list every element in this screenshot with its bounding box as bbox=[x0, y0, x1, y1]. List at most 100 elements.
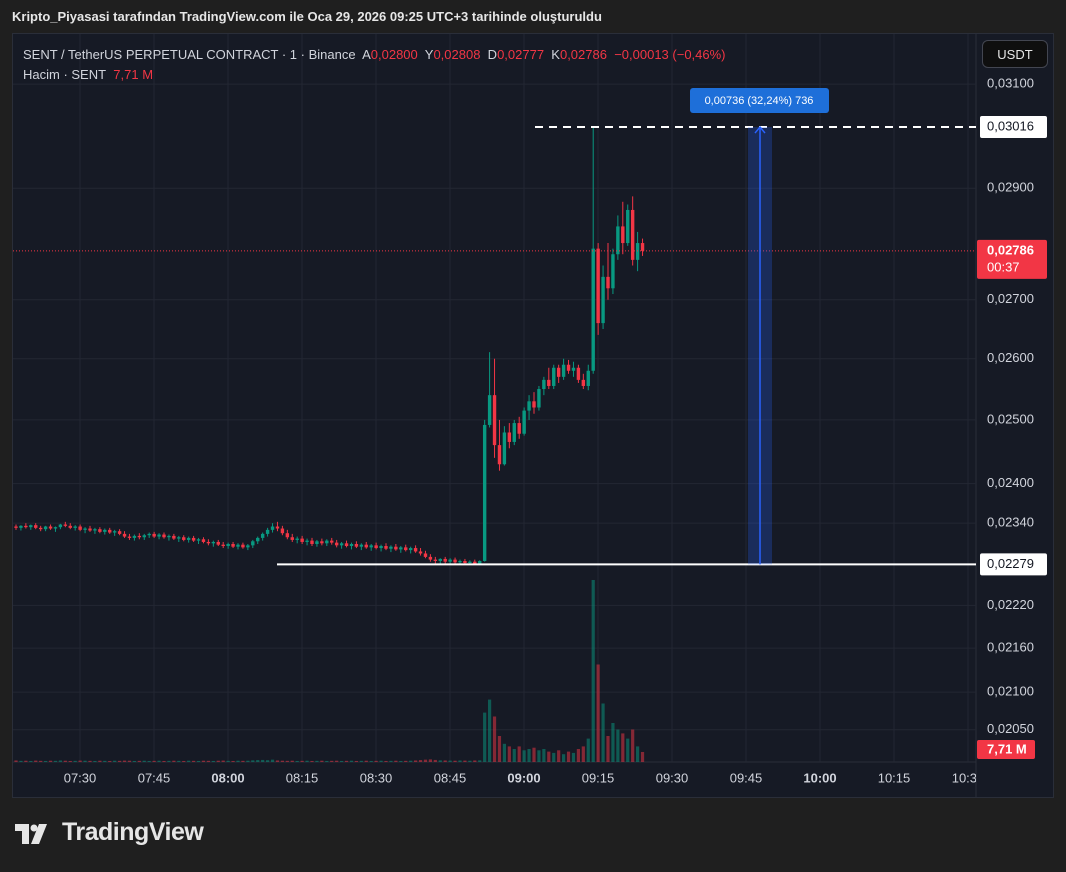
candle-body bbox=[374, 545, 378, 549]
candle-body bbox=[384, 546, 388, 549]
volume-bar bbox=[48, 760, 53, 762]
volume-bar bbox=[497, 736, 502, 762]
volume-bar bbox=[621, 733, 625, 762]
candle-body bbox=[108, 529, 112, 533]
volume-bar bbox=[29, 760, 33, 762]
candle-body bbox=[211, 541, 216, 544]
candle-body bbox=[206, 541, 211, 544]
volume-value: 7,71 M bbox=[113, 67, 154, 82]
candle-body bbox=[621, 226, 625, 244]
volume-bar bbox=[379, 760, 383, 762]
volume-bar bbox=[83, 760, 87, 762]
volume-bar bbox=[512, 749, 516, 762]
y-tick-label: 0,02600 bbox=[987, 350, 1034, 365]
candle-body bbox=[606, 276, 610, 289]
candle-body bbox=[547, 379, 551, 386]
volume-bar bbox=[581, 746, 585, 762]
candle-body bbox=[443, 558, 447, 562]
candle-body bbox=[556, 367, 561, 377]
candle-body bbox=[571, 367, 576, 371]
ohlc-key: A bbox=[362, 47, 371, 62]
candle-body bbox=[43, 526, 48, 530]
x-tick-label: 08:00 bbox=[211, 770, 244, 785]
brand-name: TradingView bbox=[62, 818, 204, 846]
volume-bar bbox=[458, 760, 462, 762]
candle-body bbox=[512, 423, 516, 442]
candle-body bbox=[216, 541, 220, 545]
volume-bar bbox=[275, 760, 280, 762]
countdown-label: 00:37 bbox=[987, 259, 1020, 274]
candle-body bbox=[177, 537, 181, 539]
volume-bar bbox=[626, 738, 630, 762]
candle-body bbox=[29, 525, 33, 528]
candle-body bbox=[502, 432, 507, 465]
candle-body bbox=[576, 367, 581, 380]
candle-body bbox=[616, 226, 620, 255]
volume-bar bbox=[438, 760, 442, 762]
volume-bar bbox=[157, 760, 161, 762]
price-badge-label: 0,03016 bbox=[987, 118, 1034, 133]
volume-bar bbox=[295, 760, 299, 762]
volume-bar bbox=[231, 760, 235, 762]
candle-body bbox=[552, 367, 556, 386]
volume-bar bbox=[320, 760, 324, 762]
candle-body bbox=[334, 542, 339, 546]
volume-bar bbox=[305, 760, 309, 762]
candle-body bbox=[172, 535, 176, 539]
candle-body bbox=[487, 395, 492, 425]
volume-bar bbox=[340, 760, 344, 762]
volume-bar bbox=[211, 760, 215, 762]
x-tick-label: 07:45 bbox=[138, 770, 171, 785]
candle-body bbox=[122, 533, 127, 537]
volume-bar bbox=[142, 760, 146, 762]
candle-body bbox=[354, 543, 359, 547]
volume-bar bbox=[44, 760, 48, 762]
legend: SENT / TetherUS PERPETUAL CONTRACT · 1 ·… bbox=[23, 45, 726, 85]
volume-bar bbox=[359, 760, 363, 762]
candle-body bbox=[463, 560, 467, 564]
candle-body bbox=[561, 364, 566, 377]
volume-bar bbox=[53, 760, 58, 762]
price-badge bbox=[980, 116, 1047, 139]
volume-bar bbox=[596, 664, 600, 762]
volume-bar bbox=[591, 580, 595, 762]
volume-bar bbox=[433, 759, 437, 762]
candle-body bbox=[404, 547, 408, 551]
volume-bar bbox=[542, 749, 546, 762]
ohlc-key: K bbox=[551, 47, 560, 62]
volume-bar bbox=[527, 749, 531, 762]
candle-body bbox=[428, 556, 433, 560]
volume-bar bbox=[261, 759, 265, 762]
candle-body bbox=[152, 533, 156, 537]
candle-body bbox=[19, 525, 23, 528]
candle-body bbox=[581, 379, 586, 386]
candle-body bbox=[527, 401, 531, 411]
candle-body bbox=[305, 540, 309, 542]
volume-bar bbox=[251, 760, 255, 762]
volume-bar bbox=[63, 760, 67, 762]
chart-panel bbox=[12, 33, 1054, 798]
volume-bar bbox=[132, 760, 136, 762]
volume-bar bbox=[463, 760, 467, 762]
candle-body bbox=[468, 561, 472, 564]
x-tick-label: 10:30 bbox=[952, 770, 985, 785]
volume-badge-label: 7,71 M bbox=[987, 741, 1027, 756]
currency-button[interactable]: USDT bbox=[982, 40, 1048, 68]
candle-body bbox=[182, 537, 186, 540]
volume-bar bbox=[93, 760, 97, 762]
volume-bar bbox=[285, 760, 289, 762]
candle-body bbox=[566, 364, 571, 371]
candle-body bbox=[24, 525, 28, 528]
volume-bar bbox=[24, 760, 28, 762]
volume-bar bbox=[389, 760, 393, 762]
ohlc-key: Y bbox=[424, 47, 434, 62]
volume-bar bbox=[576, 749, 580, 762]
overlay-layer: 0,00736 (32,24%) 736 bbox=[13, 88, 976, 566]
legend-row: Hacim · SENT 7,71 M bbox=[23, 65, 726, 85]
volume-bar bbox=[177, 760, 181, 762]
candle-body bbox=[78, 526, 82, 530]
y-tick-label: 0,02340 bbox=[987, 515, 1034, 530]
volume-bar bbox=[14, 760, 18, 762]
candle-body bbox=[369, 545, 373, 548]
